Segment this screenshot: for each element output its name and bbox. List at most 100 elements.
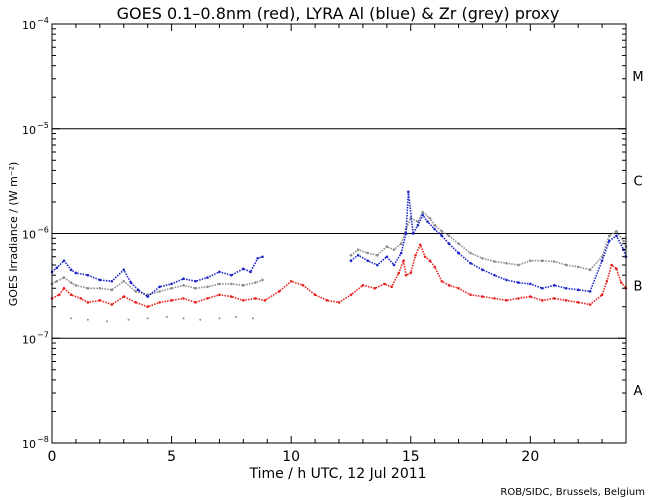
x-axis-ticks: 0 5 10 15 20 xyxy=(48,24,627,465)
data-point xyxy=(86,286,90,290)
y-axis-label: GOES Irradiance / (W m⁻²) xyxy=(7,162,20,307)
data-point xyxy=(194,301,197,304)
data-point xyxy=(69,293,73,297)
data-point xyxy=(493,297,496,300)
data-point xyxy=(170,282,173,286)
data-point xyxy=(433,265,436,269)
data-point xyxy=(74,271,78,275)
data-point xyxy=(414,253,417,257)
data-point xyxy=(55,266,59,270)
data-point xyxy=(576,301,580,304)
data-point xyxy=(146,305,149,309)
data-point xyxy=(127,318,130,321)
data-point xyxy=(416,223,420,227)
data-point xyxy=(313,293,317,297)
data-point xyxy=(619,281,623,284)
data-point xyxy=(242,299,245,302)
data-point xyxy=(253,281,257,284)
data-point xyxy=(588,303,592,306)
data-point xyxy=(69,281,73,284)
data-point xyxy=(110,279,114,283)
data-point xyxy=(349,293,353,297)
data-point xyxy=(62,276,66,279)
data-point xyxy=(529,259,532,262)
data-point xyxy=(110,288,114,292)
data-point xyxy=(404,273,408,277)
data-point xyxy=(261,278,264,282)
data-point xyxy=(206,276,209,279)
data-point xyxy=(493,260,496,263)
data-point xyxy=(469,251,472,255)
data-point xyxy=(206,285,209,289)
series-zr-low-points xyxy=(70,315,254,323)
data-point xyxy=(375,263,379,267)
data-point xyxy=(146,317,149,320)
data-point xyxy=(146,295,149,298)
y-tick-label: 10 xyxy=(22,229,36,242)
data-point xyxy=(517,297,520,300)
data-point xyxy=(385,255,389,259)
data-point xyxy=(218,317,221,320)
series-line-segment xyxy=(350,191,627,293)
data-point xyxy=(79,297,82,300)
data-point xyxy=(86,318,89,321)
data-point xyxy=(218,270,221,274)
data-point xyxy=(129,281,133,284)
data-point xyxy=(447,284,451,287)
data-point xyxy=(419,243,422,247)
data-point xyxy=(55,279,59,283)
data-point xyxy=(607,234,611,238)
data-point xyxy=(230,295,233,298)
data-point xyxy=(325,299,329,302)
x-tick-label: 10 xyxy=(282,449,300,465)
data-point xyxy=(57,293,61,297)
data-point xyxy=(62,259,66,262)
data-point xyxy=(301,284,305,287)
data-point xyxy=(407,190,410,194)
data-point xyxy=(600,259,604,262)
data-point xyxy=(457,251,460,255)
data-point xyxy=(447,234,451,238)
data-point xyxy=(86,273,90,277)
data-point xyxy=(505,278,508,282)
data-point xyxy=(218,282,221,286)
data-point xyxy=(385,245,389,248)
data-point xyxy=(564,299,568,302)
data-point xyxy=(576,265,580,269)
data-point xyxy=(165,315,168,318)
data-point xyxy=(373,286,377,290)
data-point xyxy=(194,279,197,283)
data-point xyxy=(605,279,609,283)
data-point xyxy=(337,301,341,304)
data-point xyxy=(251,317,254,320)
data-point xyxy=(383,282,386,286)
data-point xyxy=(588,268,592,272)
data-point xyxy=(392,248,396,252)
data-point xyxy=(564,263,568,267)
data-point xyxy=(122,295,126,298)
series-0 xyxy=(50,243,628,309)
data-point xyxy=(170,299,173,302)
data-point xyxy=(134,301,138,304)
data-point xyxy=(397,271,401,275)
data-point xyxy=(182,284,185,287)
data-point xyxy=(392,263,396,267)
data-point xyxy=(428,216,432,220)
data-point xyxy=(235,315,238,318)
y-tick-exponent: −7 xyxy=(37,330,49,339)
flare-class-label-C: C xyxy=(633,175,642,190)
data-point xyxy=(469,261,472,265)
flare-class-labels: A B C M xyxy=(632,70,643,399)
data-point xyxy=(615,229,618,233)
data-point xyxy=(517,281,520,284)
data-point xyxy=(576,288,580,292)
data-point xyxy=(98,286,102,290)
data-point xyxy=(440,229,444,233)
data-point xyxy=(552,297,556,300)
data-point xyxy=(469,293,472,297)
data-point xyxy=(540,286,544,290)
data-point xyxy=(230,282,233,286)
data-point xyxy=(423,255,427,259)
data-point xyxy=(540,259,544,262)
flare-class-label-A: A xyxy=(634,384,643,399)
